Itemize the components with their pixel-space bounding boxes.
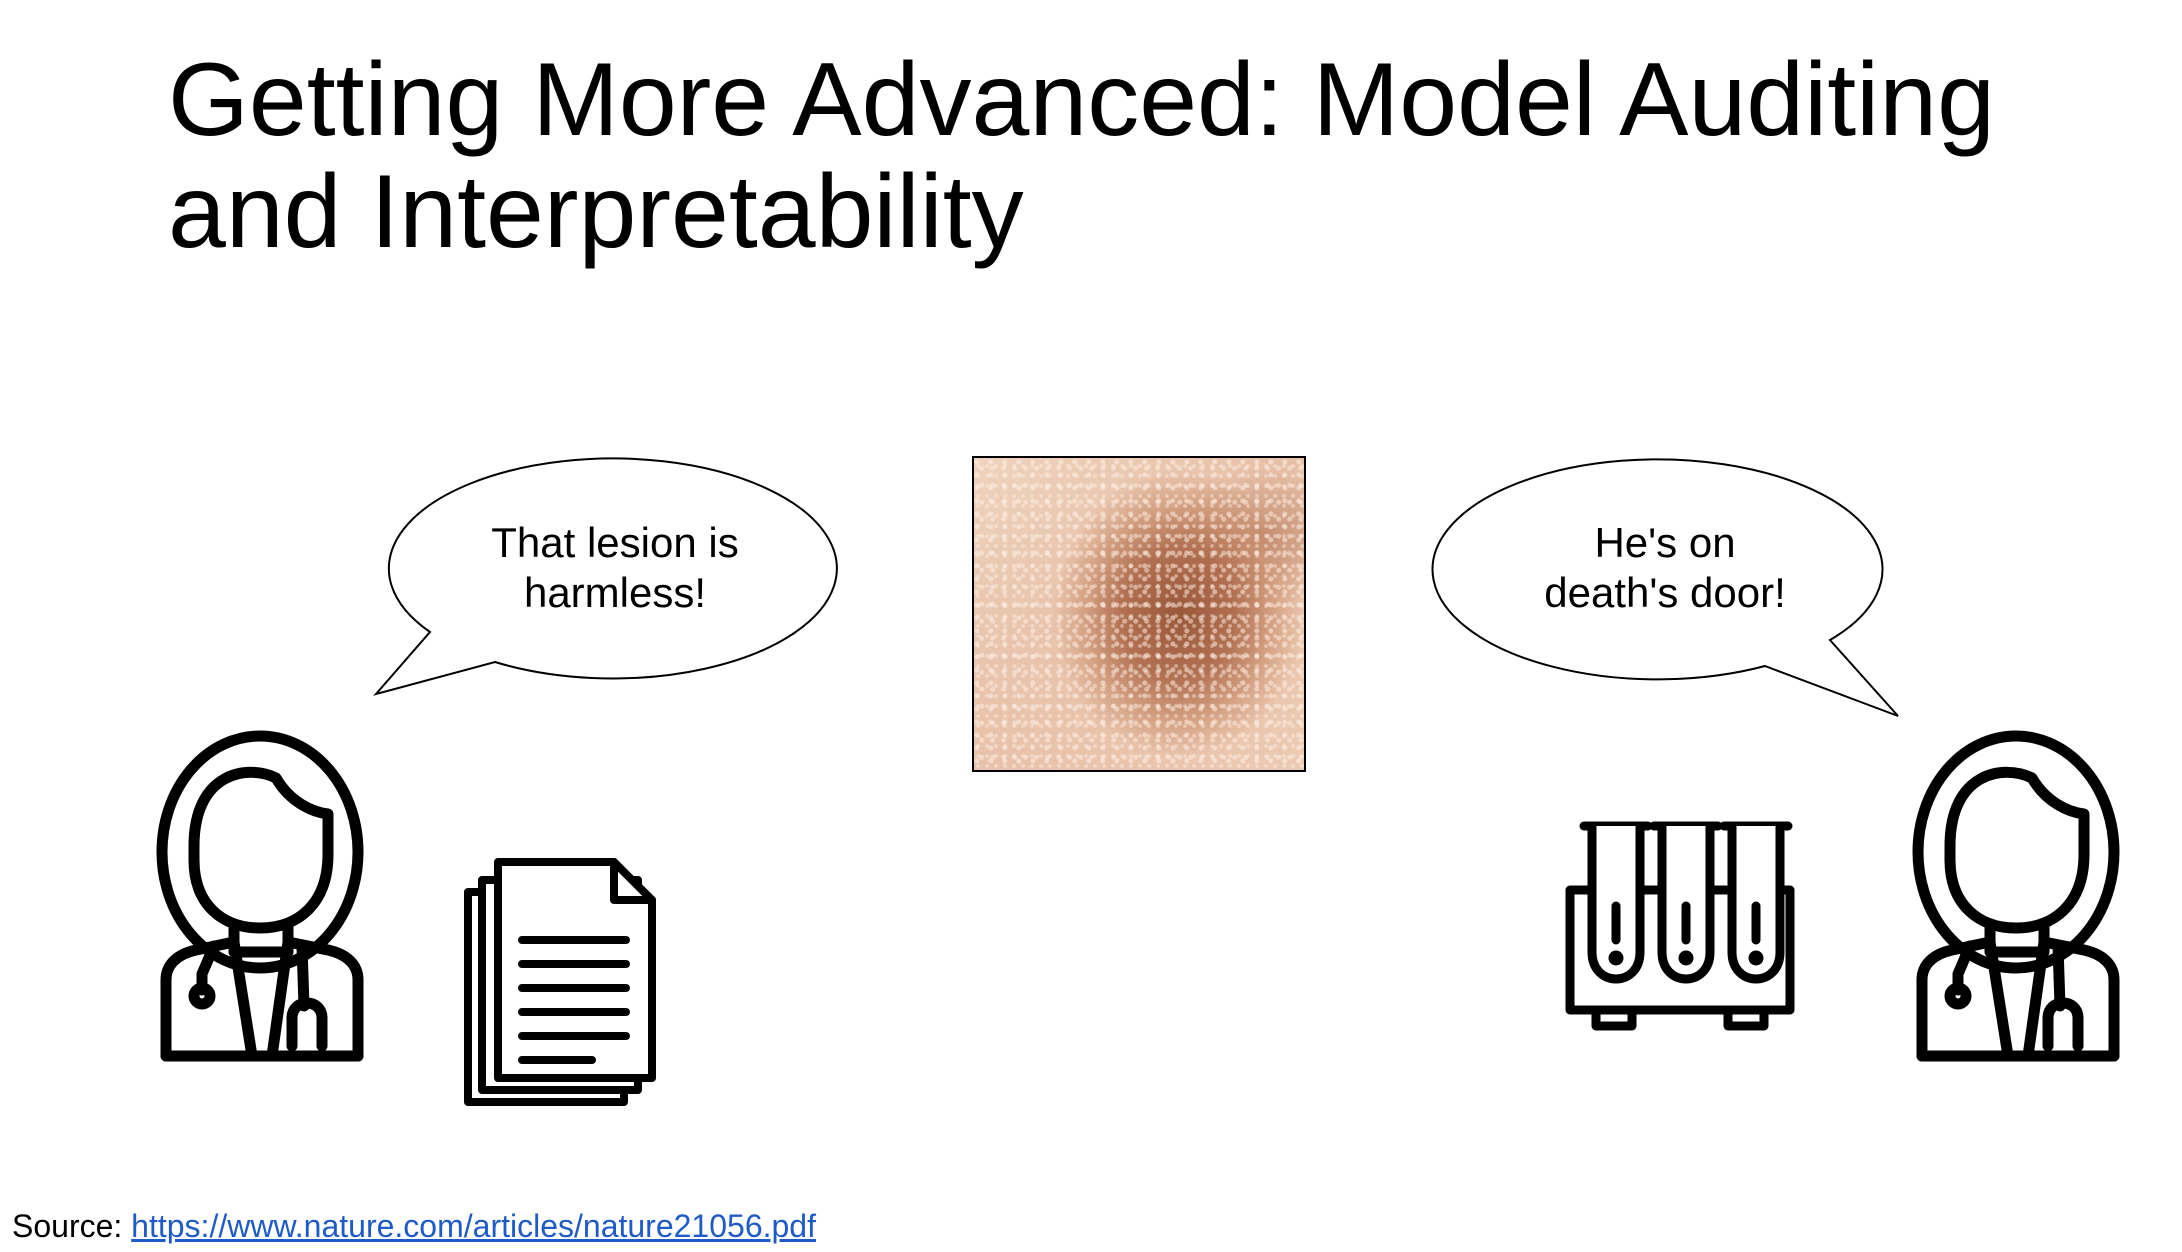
title-line-1: Getting More Advanced: Model Auditing [168, 42, 1995, 158]
test-tubes-icon [1565, 821, 1795, 1031]
documents-icon [464, 858, 656, 1106]
source-link[interactable]: https://www.nature.com/articles/nature21… [131, 1208, 816, 1244]
female-doctor-icon [1912, 730, 2120, 1062]
lesion-texture [974, 458, 1304, 770]
skin-lesion-image [972, 456, 1306, 772]
source-label: Source: [12, 1208, 132, 1244]
slide-title: Getting More Advanced: Model Auditing an… [168, 44, 2128, 268]
right-bubble-text: He's on death's door! [1544, 519, 1786, 616]
title-line-2: and Interpretability [168, 154, 1024, 270]
source-citation: Source: https://www.nature.com/articles/… [12, 1206, 816, 1246]
left-speech-bubble [373, 457, 838, 696]
female-doctor-icon [156, 730, 364, 1062]
right-speech-bubble [1431, 458, 1899, 717]
left-bubble-text: That lesion is harmless! [491, 519, 739, 616]
